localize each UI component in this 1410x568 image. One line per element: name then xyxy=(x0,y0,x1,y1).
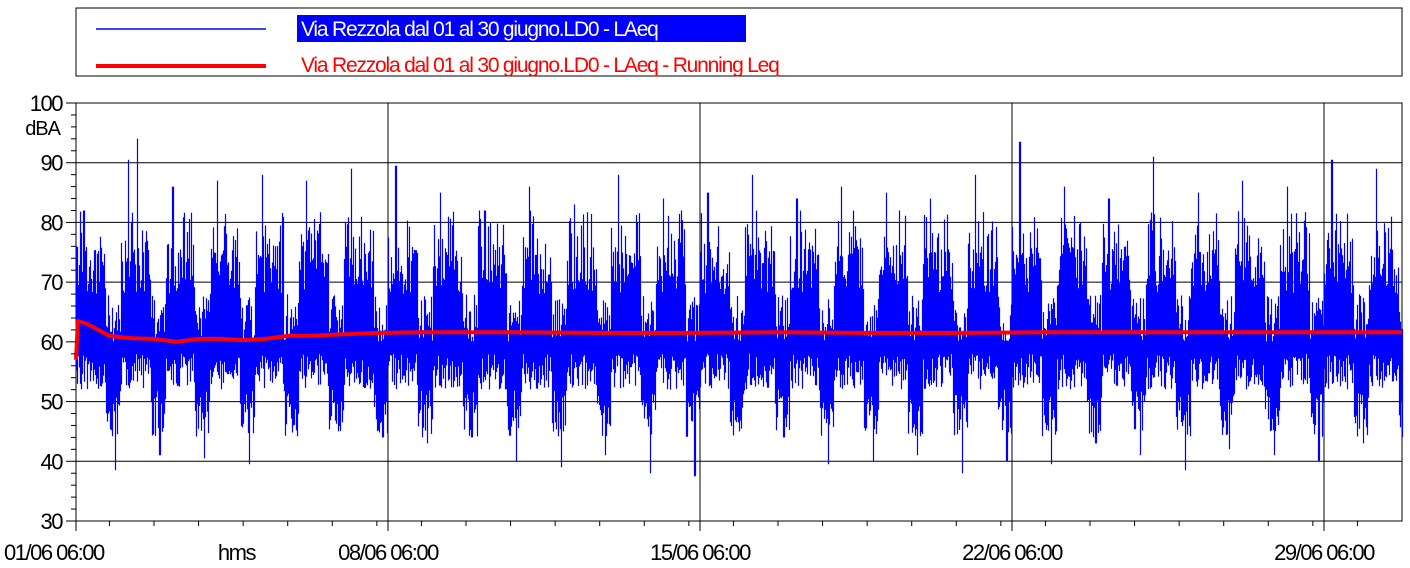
running-leq-line xyxy=(74,319,1402,360)
y-axis-unit: dBA xyxy=(25,118,61,140)
y-tick-label: 50 xyxy=(41,390,64,415)
y-tick-label: 30 xyxy=(41,509,64,534)
legend-label-laeq: Via Rezzola dal 01 al 30 giugno.LD0 - LA… xyxy=(301,18,658,41)
laeq-series-line xyxy=(75,138,1404,477)
y-tick-label: 90 xyxy=(41,151,64,176)
x-tick-label: 15/06 06:00 xyxy=(650,540,751,565)
y-tick-label: 40 xyxy=(41,449,64,474)
y-tick-label: 70 xyxy=(41,270,64,295)
x-tick-label: 29/06 06:00 xyxy=(1274,540,1375,565)
legend-label-running-leq: Via Rezzola dal 01 al 30 giugno.LD0 - LA… xyxy=(301,54,779,77)
y-tick-label: 60 xyxy=(41,330,64,355)
plot-area xyxy=(74,138,1404,477)
x-axis-label: hms xyxy=(218,540,257,565)
y-tick-label: 100 xyxy=(30,91,63,116)
y-tick-label: 80 xyxy=(41,210,64,235)
x-tick-label: 22/06 06:00 xyxy=(962,540,1063,565)
legend: Via Rezzola dal 01 al 30 giugno.LD0 - LA… xyxy=(75,7,1403,77)
legend-highlight xyxy=(297,15,746,42)
x-tick-label: 01/06 06:00 xyxy=(4,540,105,565)
x-tick-label: 08/06 06:00 xyxy=(338,540,439,565)
